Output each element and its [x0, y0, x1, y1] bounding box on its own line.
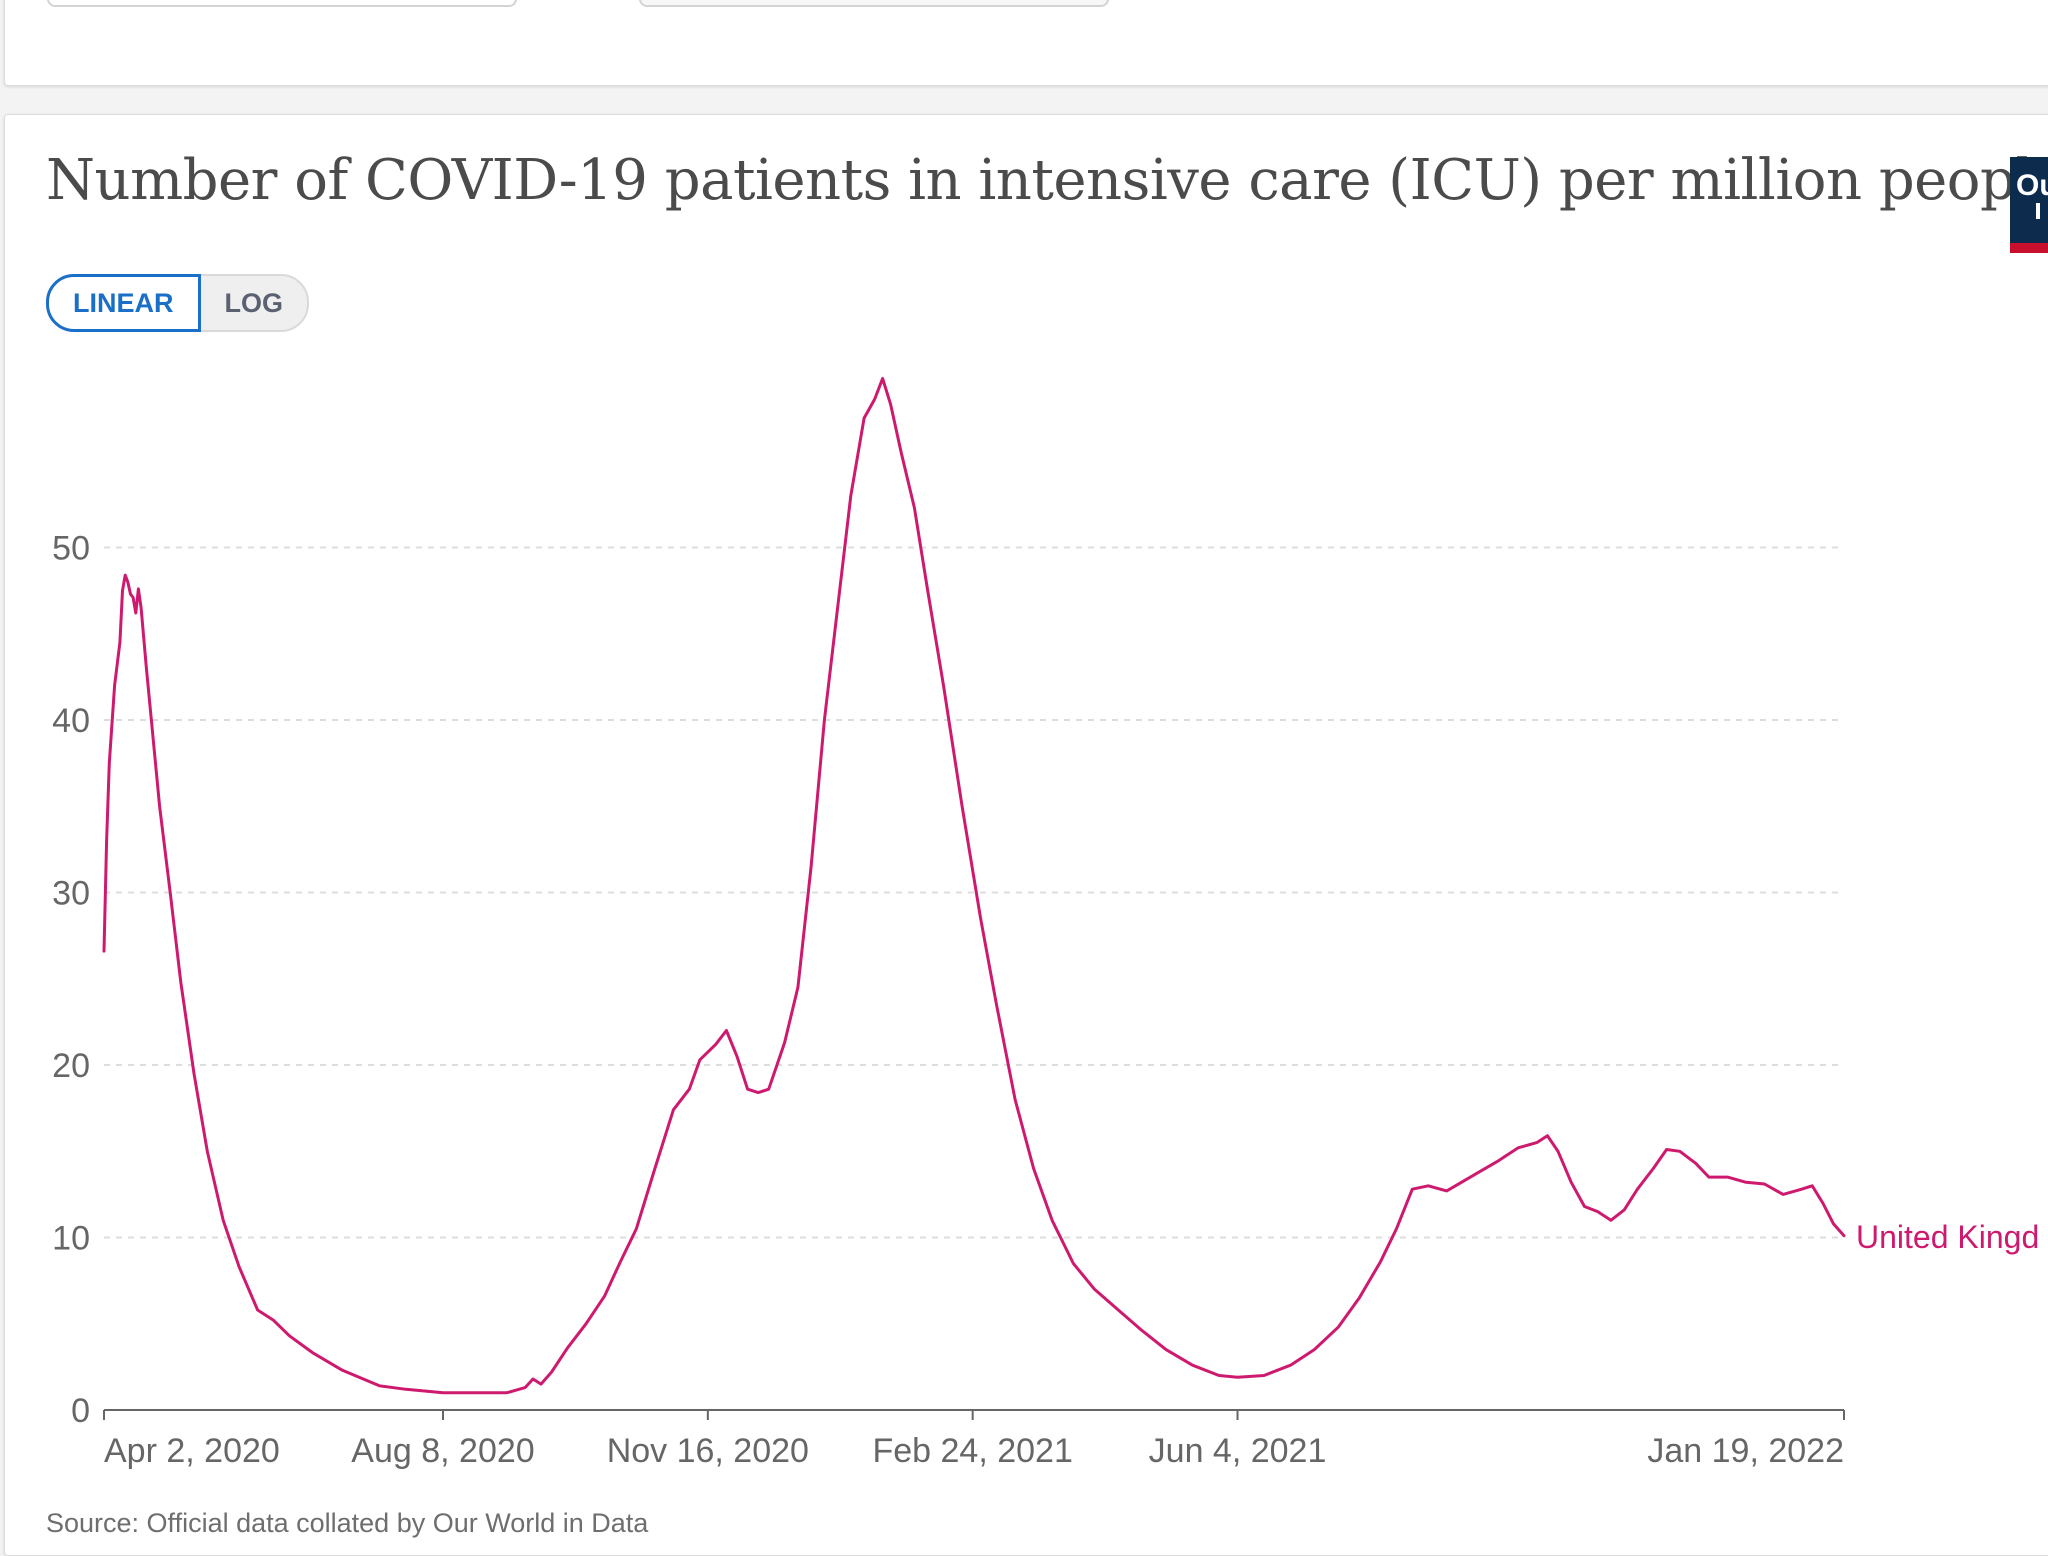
chart-title: Number of COVID-19 patients in intensive…	[46, 148, 2048, 213]
x-tick-label: Nov 16, 2020	[607, 1432, 809, 1470]
y-tick-label: 50	[52, 530, 90, 568]
controls-panel	[4, 0, 2048, 86]
x-tick-label: Jun 4, 2021	[1149, 1432, 1327, 1470]
logo-mark	[2036, 203, 2040, 219]
x-tick-label: Apr 2, 2020	[104, 1432, 280, 1470]
y-tick-label: 30	[52, 875, 90, 913]
log-scale-button[interactable]: LOG	[224, 288, 284, 318]
series: United Kingd	[102, 377, 2039, 1395]
chart-card	[4, 114, 2048, 1556]
scale-toggle: LINEAR LOG	[46, 274, 309, 332]
axes: 0 10 20 30 40 50 Apr 2, 2020 Aug 8, 2020 Nov 16,…	[52, 530, 1845, 1470]
source-note: Source: Official data collated by Our Wo…	[46, 1508, 649, 1538]
y-tick-label: 40	[52, 702, 90, 740]
series-line[interactable]	[102, 377, 1846, 1395]
y-tick-label: 0	[71, 1392, 90, 1430]
x-tick-label: Jan 19, 2022	[1647, 1432, 1844, 1470]
gridlines	[104, 546, 1844, 1239]
our-world-in-data-logo[interactable]: Ou	[2010, 157, 2048, 253]
logo-text: Ou	[2016, 169, 2048, 202]
series-end-label[interactable]: United Kingd	[1856, 1219, 2039, 1255]
y-tick-label: 20	[52, 1047, 90, 1085]
linear-scale-button[interactable]: LINEAR	[46, 274, 201, 332]
x-tick-label: Feb 24, 2021	[872, 1432, 1072, 1470]
y-tick-label: 10	[52, 1220, 90, 1258]
x-tick-label: Aug 8, 2020	[351, 1432, 534, 1470]
